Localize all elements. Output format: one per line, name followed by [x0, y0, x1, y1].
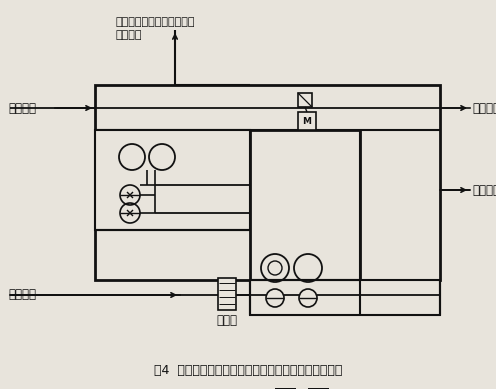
Text: 道气入口: 道气入口 — [8, 102, 36, 114]
Bar — [250, 130, 360, 280]
Bar — [298, 112, 316, 130]
Circle shape — [268, 261, 282, 275]
Bar — [250, 280, 440, 315]
Bar — [298, 93, 312, 107]
Text: 清净的烟: 清净的烟 — [472, 102, 496, 114]
Bar — [218, 278, 236, 310]
Bar — [95, 130, 250, 230]
Text: M: M — [303, 116, 311, 126]
Text: 清净的烟: 清净的烟 — [115, 30, 141, 40]
Text: 运往烘干室风幕的新鲜空气: 运往烘干室风幕的新鲜空气 — [115, 17, 194, 27]
Text: 道气出口: 道气出口 — [472, 184, 496, 196]
Text: 过滤器: 过滤器 — [216, 314, 238, 326]
Text: 图4  烘干室风幕用新鲜空气加热的热交换器工作原理图: 图4 烘干室风幕用新鲜空气加热的热交换器工作原理图 — [154, 363, 342, 377]
Text: 新鲜空气: 新鲜空气 — [8, 289, 36, 301]
Bar — [95, 85, 440, 280]
